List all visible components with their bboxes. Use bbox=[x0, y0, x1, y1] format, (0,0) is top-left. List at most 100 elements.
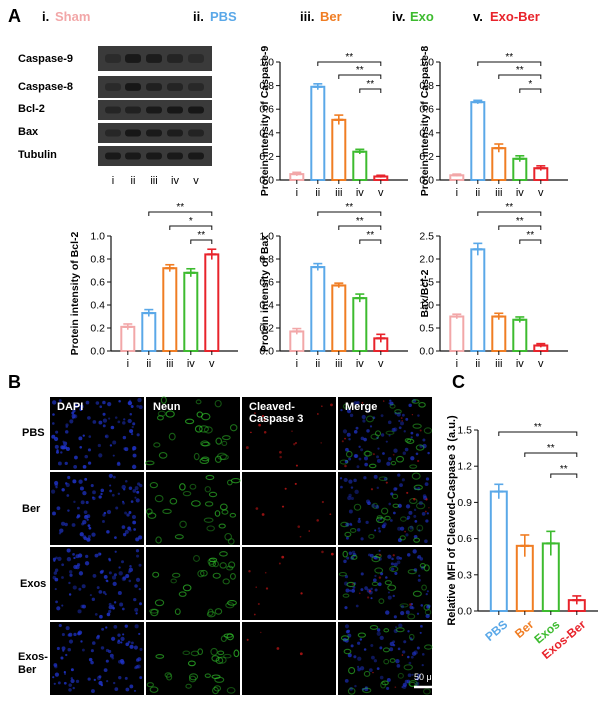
cell-signal bbox=[57, 681, 61, 685]
cell-signal bbox=[105, 659, 109, 663]
cell-signal bbox=[196, 411, 204, 418]
cell-signal bbox=[394, 409, 402, 414]
cell-signal bbox=[71, 411, 75, 415]
cell-signal bbox=[207, 558, 216, 565]
cell-signal bbox=[74, 455, 78, 460]
group-num-3: iii. bbox=[300, 9, 314, 24]
cell-signal bbox=[400, 610, 405, 616]
cell-signal bbox=[223, 653, 232, 659]
significance-label: ** bbox=[356, 216, 364, 227]
cell-signal bbox=[375, 516, 385, 524]
cell-signal bbox=[80, 604, 85, 609]
cell-signal bbox=[381, 680, 389, 686]
cell-signal bbox=[89, 594, 92, 597]
cell-signal bbox=[108, 473, 113, 478]
x-tick-label: i bbox=[296, 358, 298, 370]
cell-signal bbox=[106, 530, 110, 534]
cell-signal bbox=[211, 674, 221, 680]
cell-signal bbox=[393, 562, 398, 567]
cell-signal bbox=[212, 572, 221, 579]
cell-signal bbox=[411, 606, 415, 610]
y-axis-label: Relative MFI of Cleaved-Caspase 3 (a.u.) bbox=[446, 415, 458, 626]
cell-signal bbox=[58, 399, 62, 403]
cell-signal bbox=[390, 492, 394, 496]
cell-signal bbox=[135, 612, 138, 615]
cell-signal bbox=[416, 524, 424, 532]
significance-label: ** bbox=[345, 52, 353, 63]
cell-signal bbox=[353, 430, 358, 434]
cell-signal bbox=[399, 535, 406, 541]
cell-signal bbox=[374, 430, 382, 437]
cell-signal bbox=[71, 414, 76, 419]
panel-b-letter: B bbox=[8, 372, 21, 392]
cell-signal bbox=[385, 576, 388, 579]
cell-signal bbox=[423, 564, 430, 572]
western-blot: Caspase-9 Caspase-8 Bcl-2 Bax Tubulin i … bbox=[18, 46, 212, 187]
cell-signal bbox=[397, 647, 401, 651]
cell-signal bbox=[170, 578, 177, 584]
cell-signal bbox=[367, 501, 371, 506]
cell-signal bbox=[129, 528, 132, 532]
cell-signal bbox=[152, 571, 160, 578]
cell-signal bbox=[129, 564, 132, 568]
cell-signal bbox=[346, 581, 356, 588]
row-label-exos-ber-line: Exos- bbox=[18, 651, 48, 663]
cell-signal bbox=[75, 554, 80, 559]
cell-signal bbox=[379, 675, 384, 680]
x-tick-label: v bbox=[538, 187, 544, 199]
cell-signal bbox=[358, 592, 361, 595]
cell-signal bbox=[415, 502, 426, 510]
cell-signal bbox=[197, 570, 205, 578]
cell-signal bbox=[136, 404, 140, 408]
cell-signal bbox=[61, 521, 66, 526]
blot-band bbox=[188, 54, 204, 63]
cell-signal bbox=[363, 648, 367, 651]
cell-signal bbox=[135, 498, 140, 503]
y-tick-label: 1.0 bbox=[259, 57, 274, 69]
cell-signal bbox=[136, 490, 140, 494]
micrograph-background bbox=[338, 622, 432, 695]
cell-signal bbox=[103, 575, 108, 579]
cell-signal bbox=[87, 448, 91, 452]
significance-label: ** bbox=[534, 422, 542, 433]
micrograph-background bbox=[242, 547, 336, 620]
group-name-3: Ber bbox=[320, 9, 342, 24]
cell-signal bbox=[139, 647, 143, 651]
cell-signal bbox=[70, 678, 75, 684]
micrograph-1-3 bbox=[242, 397, 336, 470]
blot-label-tubulin: Tubulin bbox=[18, 149, 57, 161]
cell-signal bbox=[78, 436, 83, 441]
cell-signal bbox=[404, 447, 409, 452]
cell-signal bbox=[63, 672, 67, 675]
cell-signal bbox=[120, 660, 125, 665]
cell-signal bbox=[377, 519, 380, 522]
col-label-dapi: DAPI bbox=[57, 401, 83, 413]
cell-signal bbox=[90, 484, 94, 488]
cell-signal bbox=[133, 528, 136, 531]
cell-signal bbox=[112, 440, 117, 445]
cell-signal bbox=[376, 628, 381, 632]
cell-signal bbox=[81, 584, 86, 589]
x-tick-label: iv bbox=[356, 187, 364, 199]
cell-signal bbox=[53, 682, 56, 685]
cell-signal bbox=[127, 526, 131, 531]
cell-signal bbox=[407, 655, 410, 659]
bar-iii bbox=[162, 267, 178, 353]
cell-signal bbox=[174, 608, 181, 615]
cell-signal bbox=[153, 442, 161, 448]
cell-signal bbox=[92, 496, 96, 501]
cell-signal bbox=[106, 509, 112, 515]
cell-signal bbox=[348, 493, 352, 498]
x-tick-label: i bbox=[296, 187, 298, 199]
cell-signal bbox=[106, 679, 109, 683]
cell-signal bbox=[79, 404, 84, 409]
cell-signal bbox=[63, 671, 66, 674]
cell-signal bbox=[350, 644, 354, 648]
cell-signal bbox=[342, 403, 350, 409]
cell-signal bbox=[113, 601, 117, 604]
cell-signal bbox=[362, 687, 372, 694]
cell-signal bbox=[149, 482, 158, 489]
cell-signal bbox=[138, 587, 141, 591]
cell-signal bbox=[78, 571, 84, 576]
